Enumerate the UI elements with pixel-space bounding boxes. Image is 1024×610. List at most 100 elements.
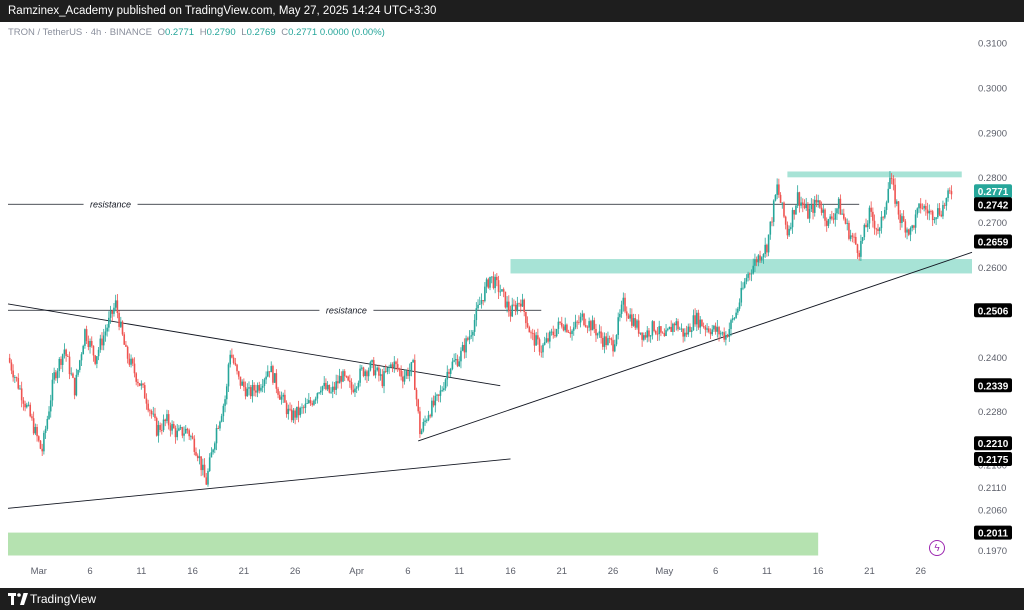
candle-body [167, 414, 170, 426]
zone-1 [510, 259, 972, 274]
candle-body [865, 224, 867, 228]
candle-body [314, 398, 317, 401]
candle-body [340, 375, 343, 382]
candle-body [432, 400, 435, 406]
candle-body [427, 415, 430, 421]
candle-body [202, 464, 204, 471]
candle-body [255, 390, 257, 393]
candle-body [543, 342, 546, 345]
candle-body [921, 208, 924, 210]
level-price-tag [974, 303, 1012, 318]
candle-body [890, 177, 893, 179]
candle-body [610, 338, 613, 341]
trend-line [7, 303, 501, 387]
candle-body [822, 209, 825, 213]
candle-body [817, 200, 819, 203]
candle-body [287, 408, 290, 415]
candle-body [407, 371, 409, 377]
candle-body [417, 399, 420, 412]
candle-body [123, 334, 126, 345]
candle-body [656, 333, 659, 335]
candle-body [605, 336, 608, 346]
legend-symbol: TRON / TetherUS · 4h · BINANCE [8, 27, 152, 38]
chart-frame: 0.3100 0.3000 0.2900 0.2800 0.2700 0.2600 0.24… [0, 22, 1024, 588]
candle-body [248, 387, 250, 389]
candle-body [805, 204, 808, 209]
candle-body [10, 362, 13, 371]
candle-body [552, 331, 555, 336]
candle-body [347, 376, 349, 381]
candle-body [85, 329, 88, 342]
candle-body [14, 377, 16, 378]
candle-body [598, 331, 601, 334]
candle-body [567, 332, 570, 333]
candle-body [755, 259, 758, 263]
candle-body [653, 321, 655, 331]
candle-body [490, 276, 493, 278]
candle-body [680, 328, 683, 330]
candle-body [398, 369, 401, 371]
resistance-label: resistance [90, 199, 131, 209]
candle-body [338, 375, 341, 384]
price-chart[interactable]: 0.3100 0.3000 0.2900 0.2800 0.2700 0.2600 0.24… [0, 22, 1024, 588]
candle-body [514, 304, 517, 312]
candle-body [162, 419, 165, 431]
candle-body [600, 331, 602, 338]
x-tick-label: May [655, 566, 673, 577]
candle-body [451, 361, 454, 369]
candle-body [562, 326, 565, 331]
candle-body [302, 407, 305, 409]
candle-body [190, 436, 192, 438]
candle-body [140, 383, 143, 386]
candle-body [689, 326, 691, 332]
x-tick-label: 16 [187, 566, 198, 577]
candle-body [769, 221, 772, 235]
candle-body [569, 332, 572, 334]
candle-body [919, 203, 922, 209]
y-tick-label: 0.2060 [978, 506, 1007, 517]
candle-body [690, 330, 693, 332]
candle-body [943, 205, 946, 206]
candle-body [193, 438, 196, 452]
candle-body [150, 411, 153, 415]
drawings-layer: resistance resistance [7, 199, 973, 509]
candle-body [825, 220, 828, 226]
candle-body [275, 373, 278, 389]
candle-body [111, 310, 114, 314]
candle-body [272, 366, 274, 383]
symbol-legend: TRON / TetherUS · 4h · BINANCE O0.2771 H… [8, 27, 385, 38]
candle-body [844, 218, 847, 224]
candle-body [634, 318, 637, 328]
candle-body [12, 370, 14, 378]
candle-body [909, 228, 912, 235]
candle-body [128, 358, 131, 365]
candle-body [699, 319, 702, 328]
x-tick-label: 11 [454, 566, 464, 577]
flash-icon[interactable]: ϟ [929, 540, 945, 556]
candle-body [560, 322, 563, 327]
candle-body [711, 329, 713, 335]
candle-body [465, 338, 467, 353]
candle-body [631, 314, 633, 326]
candle-body [632, 318, 635, 326]
candle-body [858, 252, 860, 257]
candle-body [261, 385, 264, 388]
x-tick-label: 16 [813, 566, 824, 577]
candle-body [889, 177, 891, 189]
candle-body [846, 222, 849, 224]
candle-body [875, 228, 878, 230]
candle-body [827, 219, 830, 226]
candle-body [357, 382, 360, 388]
candle-body [97, 349, 100, 357]
candle-body [263, 379, 266, 386]
candle-body [716, 327, 719, 332]
candle-body [253, 384, 255, 391]
level-price-label: 0.2659 [978, 238, 1009, 249]
candle-body [584, 325, 587, 327]
candle-body [58, 358, 61, 371]
candle-body [709, 331, 712, 335]
candle-body [104, 331, 107, 336]
candle-body [740, 287, 743, 303]
candle-body [537, 335, 539, 340]
candle-body [219, 421, 221, 429]
